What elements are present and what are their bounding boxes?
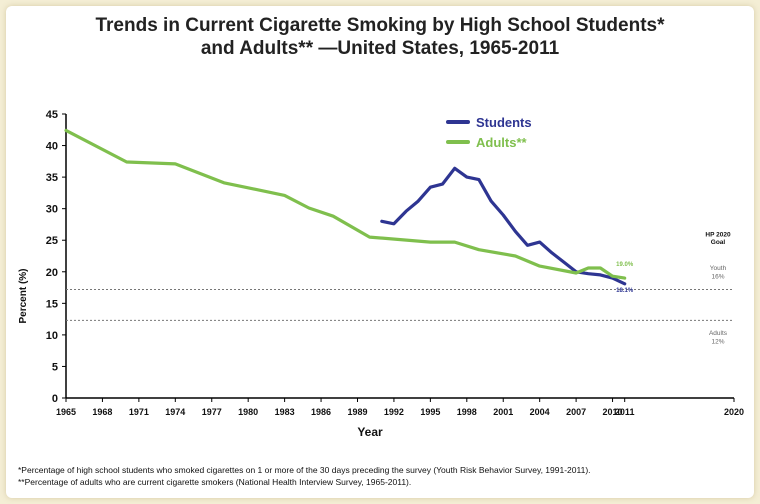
chart-title: Trends in Current Cigarette Smoking by H…	[6, 14, 754, 60]
y-tick-label: 15	[46, 298, 58, 310]
x-tick-label: 1977	[202, 407, 222, 417]
line-chart: 0 5 10 15 20 25 30 35 40 45 1965 1968 1971 1974 1977 19…	[18, 109, 744, 439]
adults-end-value-label: 19.0%	[616, 262, 634, 268]
footnote-adults: **Percentage of adults who are current c…	[18, 477, 412, 487]
slide-panel: Trends in Current Cigarette Smoking by H…	[6, 6, 754, 498]
y-tick-label: 0	[52, 393, 58, 405]
chart-title-line-1: Trends in Current Cigarette Smoking by H…	[95, 15, 665, 36]
chart-title-line-2: and Adults** —United States, 1965-2011	[200, 38, 560, 59]
footnotes: *Percentage of high school students who …	[18, 464, 591, 488]
chart-series	[64, 128, 627, 286]
students-end-value-label: 18.1%	[616, 288, 634, 294]
x-tick-label: 1995	[420, 407, 440, 417]
legend-label-adults: Adults**	[476, 135, 528, 150]
x-tick-label: 2011	[615, 407, 635, 417]
x-tick-label: 1965	[56, 407, 76, 417]
adults-goal-label-line-1: Adults	[709, 330, 728, 337]
x-axis-title: Year	[357, 425, 383, 439]
y-tick-label: 40	[46, 141, 58, 153]
reference-lines	[66, 288, 734, 321]
chart-legend: Students Adults**	[446, 115, 532, 150]
y-tick-label: 5	[52, 361, 58, 373]
x-tick-label: 2007	[566, 407, 586, 417]
hp-goal-label-line-1: HP 2020	[705, 231, 731, 238]
x-tick-label: 1980	[238, 407, 258, 417]
y-axis-title: Percent (%)	[18, 268, 29, 323]
legend-label-students: Students	[476, 115, 532, 130]
y-tick-label: 25	[46, 235, 58, 247]
y-tick-label: 45	[46, 109, 58, 121]
chart-axes: 0 5 10 15 20 25 30 35 40 45 1965 1968 1971 1974 1977 19…	[18, 109, 744, 439]
y-tick-label: 10	[46, 330, 58, 342]
series-line-students	[380, 166, 627, 286]
youth-goal-label-line-2: 16%	[711, 274, 724, 281]
x-tick-label: 1986	[311, 407, 331, 417]
y-tick-label: 20	[46, 267, 58, 279]
x-tick-label: 1974	[165, 407, 185, 417]
x-tick-label: 1989	[347, 407, 367, 417]
series-line-adults	[64, 128, 627, 280]
x-tick-label: 2010	[603, 407, 623, 417]
x-tick-label: 1971	[129, 407, 149, 417]
y-tick-label: 30	[46, 204, 58, 216]
x-tick-label: 1992	[384, 407, 404, 417]
x-tick-label: 2001	[493, 407, 513, 417]
youth-goal-label-line-1: Youth	[710, 265, 727, 272]
x-tick-label: 1968	[92, 407, 112, 417]
x-tick-label: 2020	[724, 407, 744, 417]
hp-goal-label-line-2: Goal	[711, 239, 726, 246]
footnote-students: *Percentage of high school students who …	[18, 465, 591, 475]
x-tick-label: 1983	[275, 407, 295, 417]
x-tick-label: 1998	[457, 407, 477, 417]
adults-goal-label-line-2: 12%	[711, 339, 724, 346]
x-tick-label: 2004	[530, 407, 550, 417]
y-tick-label: 35	[46, 172, 58, 184]
